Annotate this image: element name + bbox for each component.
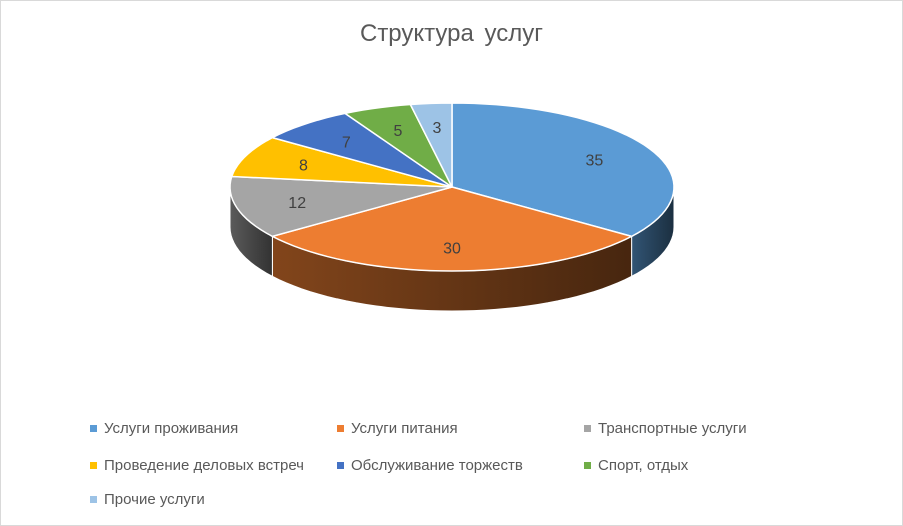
legend-item-3: Транспортные услуги bbox=[584, 418, 747, 438]
chart-title: Структура услуг bbox=[359, 20, 543, 47]
legend-swatch-5 bbox=[337, 461, 344, 469]
legend-swatch-1 bbox=[90, 424, 97, 432]
legend-item-4: Проведение деловых встреч bbox=[90, 455, 304, 475]
data-label-5: 7 bbox=[342, 135, 351, 152]
pie-slice-1 bbox=[451, 102, 675, 238]
legend-item-5: Обслуживание торжеств bbox=[337, 455, 523, 475]
legend-item-7: Прочие услуги bbox=[90, 489, 205, 509]
pie-slice-3 bbox=[229, 175, 453, 238]
legend-label-6: Спорт, отдых bbox=[598, 456, 689, 474]
data-label-1: 35 bbox=[586, 153, 604, 170]
legend-swatch-4 bbox=[90, 461, 97, 469]
pie-slice-5 bbox=[270, 112, 453, 188]
legend-swatch-6 bbox=[584, 461, 591, 469]
pie-slice-7 bbox=[409, 102, 453, 188]
pie-slice-2 bbox=[270, 186, 634, 272]
data-label-6: 5 bbox=[393, 123, 402, 140]
data-label-2: 30 bbox=[443, 241, 461, 258]
legend-label-1: Услуги проживания bbox=[104, 419, 239, 437]
pie-slice-6 bbox=[343, 103, 453, 188]
data-label-3: 12 bbox=[288, 195, 306, 212]
legend-label-3: Транспортные услуги bbox=[598, 419, 747, 437]
legend-label-4: Проведение деловых встреч bbox=[104, 456, 304, 474]
legend-swatch-2 bbox=[337, 424, 344, 432]
data-label-4: 8 bbox=[299, 158, 308, 175]
legend-label-5: Обслуживание торжеств bbox=[351, 456, 523, 474]
data-label-7: 3 bbox=[433, 120, 442, 137]
legend-item-6: Спорт, отдых bbox=[584, 455, 688, 475]
pie-slice-4 bbox=[230, 136, 453, 188]
legend-item-1: Услуги проживания bbox=[90, 418, 238, 438]
legend-swatch-3 bbox=[584, 424, 591, 432]
legend-label-7: Прочие услуги bbox=[104, 490, 205, 508]
legend-item-2: Услуги питания bbox=[337, 418, 458, 438]
legend-swatch-7 bbox=[90, 495, 97, 503]
legend-label-2: Услуги питания bbox=[351, 419, 458, 437]
